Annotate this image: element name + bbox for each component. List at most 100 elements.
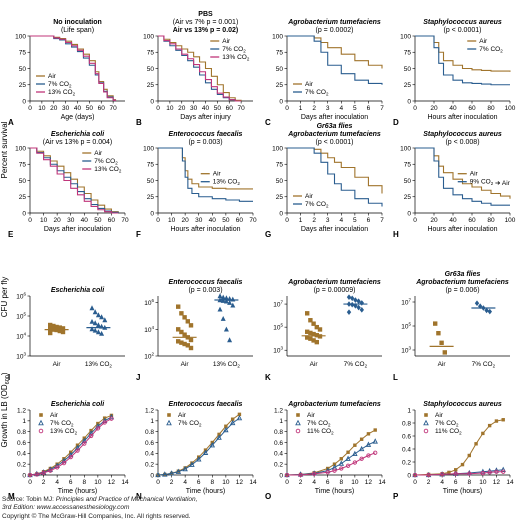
legend-label: 7% CO2 [222, 46, 246, 54]
data-point [75, 448, 80, 453]
y-tick-label: 107 [273, 300, 283, 309]
data-point [358, 445, 365, 452]
data-point [168, 470, 175, 476]
data-point [460, 462, 465, 467]
panel-title: (p < 0.008) [445, 139, 479, 146]
data-point [162, 471, 168, 477]
y-tick-label: 100 [15, 33, 26, 40]
x-tick-label: 20 [430, 105, 438, 112]
x-tick-label: 0 [285, 479, 289, 486]
data-point [74, 444, 81, 451]
x-tick-label: 50 [86, 105, 94, 112]
y-label-growth-end: ) [0, 372, 9, 375]
x-tick-label: 6 [367, 105, 371, 112]
data-point [314, 339, 319, 345]
x-tick-label: 40 [74, 105, 82, 112]
panel-letter: C [265, 118, 271, 127]
legend-label: Air [178, 412, 187, 419]
data-point [439, 340, 444, 345]
x-axis-label: Time (hours) [443, 488, 482, 495]
data-point [68, 454, 73, 460]
x-tick-label: 12 [108, 479, 116, 486]
data-point [308, 336, 313, 341]
data-point [227, 337, 233, 343]
data-point [92, 327, 98, 333]
panel-title: Staphylococcus aureus [423, 131, 502, 138]
x-tick-label: 7 [380, 105, 384, 112]
x-tick-label: 4 [312, 479, 316, 486]
data-point [217, 432, 221, 437]
legend-label: Air [94, 150, 103, 157]
panel-k: Agrobacterium tumefaciens(p = 0.00009) K 1… [265, 279, 382, 382]
legend-label: 7% CO2 [435, 420, 459, 428]
y-tick-label: 105 [273, 323, 283, 332]
data-point [501, 418, 505, 422]
y-tick-label: 0 [279, 98, 283, 105]
legend-label: 7% CO2 [305, 201, 329, 209]
panel-letter: F [136, 230, 141, 239]
data-point [95, 322, 101, 328]
x-tick-label: 20 [54, 217, 62, 224]
data-point [102, 420, 107, 425]
y-tick-label: 106 [144, 298, 154, 307]
x-tick-label: 40 [81, 217, 89, 224]
x-tick-label: 2 [312, 105, 316, 112]
x-tick-label: 6 [326, 479, 330, 486]
data-point [34, 470, 40, 477]
y-tick-label: 50 [19, 178, 27, 185]
x-tick-label: 3 [326, 105, 330, 112]
data-point [188, 323, 194, 328]
panel-title: Escherichia coli [51, 287, 105, 294]
data-point [102, 317, 108, 323]
panel-letter: H [393, 230, 399, 239]
x-tick-label: 100 [505, 105, 516, 112]
series-line [30, 147, 119, 214]
panel-c: Agrobacterium tumefaciens(p = 0.0002) C 0 2… [265, 19, 384, 127]
y-tick-label: 100 [143, 33, 154, 40]
legend-marker [38, 419, 44, 426]
data-point [487, 470, 492, 475]
source-line-1: Source: Tobin MJ: Principles and Practic… [2, 496, 197, 504]
series-line [415, 471, 504, 476]
x-tick-label: 7 [380, 217, 384, 224]
y-tick-label: 0 [279, 472, 283, 479]
data-point [356, 298, 361, 304]
panel-letter: B [136, 118, 142, 127]
y-tick-label: 50 [404, 66, 412, 73]
x-tick-label: 4 [339, 105, 343, 112]
panel-title: (p = 0.0002) [316, 27, 354, 34]
data-point [359, 307, 364, 313]
y-tick-label: 50 [147, 66, 155, 73]
x-tick-label: 2 [427, 479, 431, 486]
y-tick-label: 103 [273, 346, 283, 355]
data-point [41, 470, 46, 475]
x-tick-label: 4 [55, 479, 59, 486]
panel-title: Gr63a flies [317, 123, 353, 130]
series-line [29, 416, 112, 476]
legend-label: 13% CO2 [94, 166, 122, 174]
x-tick-label: 10 [38, 105, 46, 112]
data-point [188, 345, 194, 351]
y-tick-label: 1 [407, 407, 411, 414]
x-tick-label: 2 [312, 217, 316, 224]
legend-label: 7% CO2 [307, 420, 331, 428]
data-point [185, 343, 190, 348]
panel-title: Gr63a flies [445, 271, 481, 278]
x-axis-label: Hours after inoculation [427, 114, 497, 121]
panel-i: Escherichia coli I 103 104 105 106 Air 13% CO2 [8, 287, 125, 382]
y-tick-label: 1.2 [274, 407, 283, 414]
y-label-survival: Percent survival [0, 121, 9, 178]
x-tick-label: 50 [94, 217, 102, 224]
data-point [467, 471, 472, 476]
x-tick-label: 10 [168, 217, 176, 224]
panel-e: Escherichia coli(Air vs 13% p = 0.004) E 0… [8, 131, 129, 239]
legend-label: 7% CO2 [479, 46, 503, 54]
data-point [109, 416, 114, 421]
y-tick-label: 0.6 [402, 433, 411, 440]
x-tick-label: 0 [156, 105, 160, 112]
data-point [99, 330, 105, 336]
x-tick-label: 14 [121, 479, 129, 486]
data-point [217, 293, 223, 299]
y-label-growth: Growth in LB (OD600) [0, 372, 11, 447]
